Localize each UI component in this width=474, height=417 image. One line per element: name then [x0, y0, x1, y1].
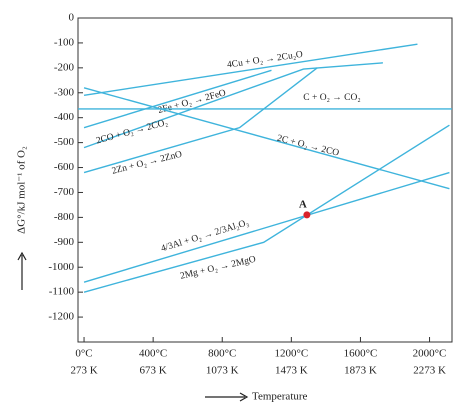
reaction-line: [83, 43, 418, 96]
reaction-line: [83, 69, 272, 129]
y-tick-label: 0: [69, 12, 75, 24]
x-tick-label: 0°C: [75, 348, 92, 360]
y-tick-label: -300: [54, 86, 75, 98]
x-tick-label: 1200°C: [274, 348, 308, 360]
reaction-line: [83, 124, 450, 293]
reaction-label: 2CO + O₂ → 2CO₂: [95, 118, 169, 147]
y-tick-label: -600: [54, 161, 75, 173]
x-tick-kelvin: 1873 K: [344, 365, 377, 377]
y-tick-label: -900: [54, 236, 75, 248]
reaction-line: [83, 171, 450, 283]
y-tick-label: -200: [54, 61, 75, 73]
point-a-label: A: [299, 198, 307, 210]
reaction-label: C + O₂ → CO₂: [303, 93, 360, 103]
reaction-line: [83, 87, 450, 190]
x-tick-kelvin: 1073 K: [206, 365, 239, 377]
x-tick-label: 2000°C: [413, 348, 447, 360]
x-tick-kelvin: 1473 K: [275, 365, 308, 377]
reaction-line: [83, 62, 383, 149]
point-a: [303, 211, 311, 219]
x-tick-kelvin: 673 K: [140, 365, 167, 377]
reaction-line: [83, 67, 318, 174]
y-axis-arrowhead: [17, 251, 27, 261]
x-tick-label: 800°C: [208, 348, 236, 360]
x-tick-kelvin: 273 K: [70, 365, 97, 377]
x-tick-kelvin: 2273 K: [413, 365, 446, 377]
y-tick-label: -500: [54, 136, 75, 148]
y-tick-label: -1200: [48, 311, 74, 323]
y-axis-title: ΔG°/kJ mol⁻¹ of O₂: [16, 146, 28, 234]
reaction-label: 2Mg + O₂ → 2MgO: [179, 255, 257, 282]
x-axis-title: Temperature: [252, 391, 308, 403]
y-tick-label: -400: [54, 111, 75, 123]
y-tick-label: -100: [54, 36, 75, 48]
y-tick-label: -1100: [49, 286, 75, 298]
x-tick-label: 400°C: [139, 348, 167, 360]
y-tick-label: -1000: [48, 261, 74, 273]
plot-frame: [77, 17, 453, 343]
x-tick-label: 1600°C: [344, 348, 378, 360]
y-tick-label: -700: [54, 186, 75, 198]
y-tick-label: -800: [54, 211, 75, 223]
x-axis-arrowhead: [239, 392, 249, 402]
reaction-label: 2C + O₂ → 2CO: [276, 134, 340, 159]
